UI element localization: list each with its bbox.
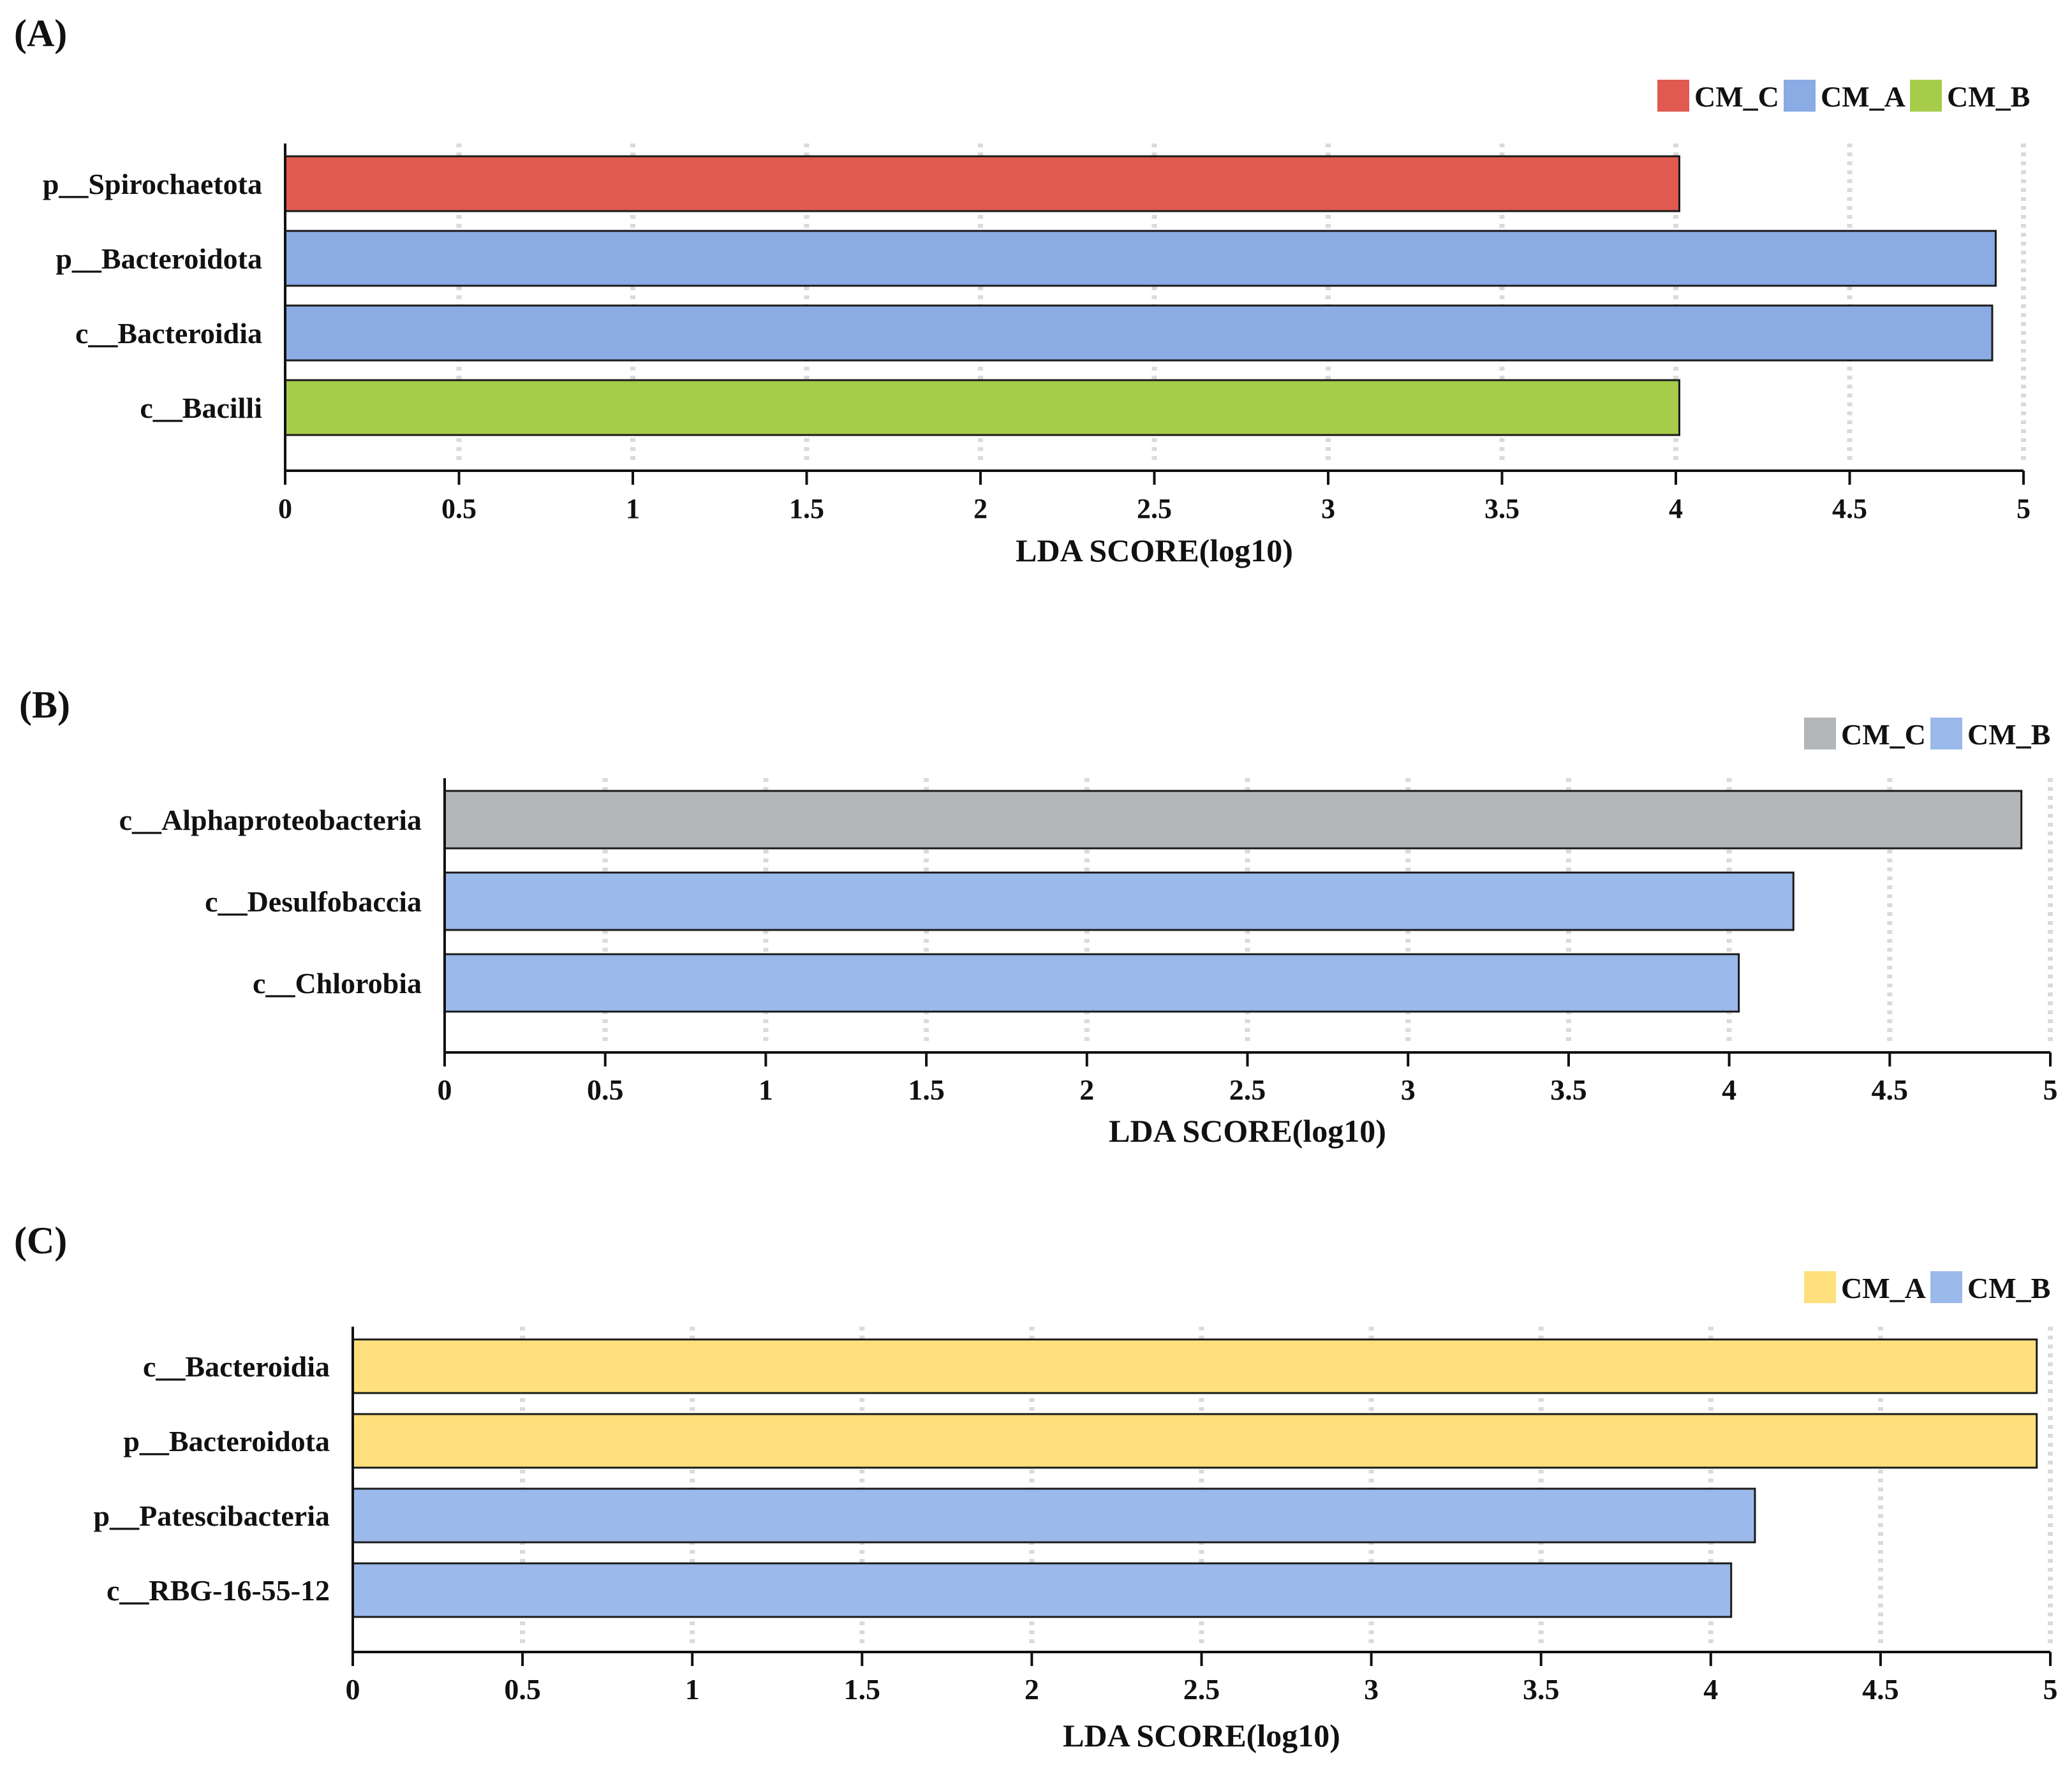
- x-tick-label: 3.5: [1550, 1073, 1587, 1106]
- bar: [352, 1413, 2038, 1469]
- x-tick-label: 4: [1669, 493, 1683, 524]
- panel-label: (A): [14, 12, 67, 54]
- x-tick-label: 1.5: [789, 493, 824, 524]
- x-tick-label: 2.5: [1183, 1673, 1220, 1706]
- bar: [443, 871, 1795, 931]
- x-tick-label: 1.5: [844, 1673, 881, 1706]
- x-tick-label: 3: [1401, 1073, 1416, 1106]
- x-tick-label: 4.5: [1862, 1673, 1899, 1706]
- x-tick-label: 3.5: [1484, 493, 1520, 524]
- legend-label: CM_B: [1967, 718, 2050, 751]
- category-label: p__Spirochaetota: [43, 168, 262, 200]
- panel-3: (C) c__Bacteroidia p__Bacteroidota p__Pates…: [14, 1220, 2058, 1753]
- bar: [352, 1562, 1733, 1618]
- category-label: c__Alphaproteobacteria: [119, 804, 422, 836]
- x-tick-label: 4.5: [1832, 493, 1867, 524]
- x-tick-label: 2: [973, 493, 988, 524]
- x-tick-label: 3.5: [1523, 1673, 1560, 1706]
- legend-swatch: [1930, 1271, 1962, 1303]
- x-tick-label: 5: [2043, 1673, 2058, 1706]
- panel-label: (C): [14, 1220, 67, 1262]
- legend-label: CM_C: [1694, 80, 1779, 113]
- category-label: p__Bacteroidota: [56, 242, 262, 275]
- x-tick-label: 1: [626, 493, 640, 524]
- legend-label: CM_B: [1967, 1272, 2050, 1304]
- legend-swatch: [1804, 718, 1836, 749]
- legend: CM_A CM_B: [1804, 1271, 2050, 1304]
- category-label: p__Bacteroidota: [123, 1425, 330, 1457]
- panel-label: (B): [19, 684, 70, 726]
- category-label: c__Bacilli: [140, 392, 262, 424]
- legend-label: CM_A: [1821, 80, 1906, 113]
- category-label: c__Desulfobaccia: [205, 885, 422, 918]
- x-tick-label: 2.5: [1229, 1073, 1266, 1106]
- bar: [284, 155, 1680, 212]
- x-tick-label: 0.5: [441, 493, 477, 524]
- x-tick-label: 3: [1364, 1673, 1379, 1706]
- legend-swatch: [1657, 80, 1689, 112]
- bar: [284, 230, 1997, 287]
- category-label: c__Bacteroidia: [143, 1350, 330, 1383]
- bar: [284, 304, 1994, 362]
- bar: [352, 1487, 1756, 1544]
- x-tick-label: 2: [1025, 1673, 1039, 1706]
- x-tick-label: 4: [1722, 1073, 1736, 1106]
- legend: CM_C CM_B: [1804, 718, 2050, 751]
- x-axis-title: LDA SCORE(log10): [1016, 533, 1293, 568]
- x-tick-label: 4.5: [1872, 1073, 1909, 1106]
- legend: CM_C CM_A CM_B: [1657, 80, 2030, 113]
- category-label: c__Bacteroidia: [75, 317, 262, 350]
- panel-2: (B) c__Alphaproteobacteria c__Desulfobacci…: [19, 684, 2058, 1149]
- x-tick-label: 0.5: [504, 1673, 541, 1706]
- bar: [443, 790, 2023, 850]
- x-tick-label: 3: [1321, 493, 1335, 524]
- x-tick-label: 0: [438, 1073, 452, 1106]
- legend-swatch: [1804, 1271, 1836, 1303]
- legend-swatch: [1784, 80, 1816, 112]
- x-tick-label: 0: [346, 1673, 360, 1706]
- x-tick-label: 1: [759, 1073, 773, 1106]
- x-tick-label: 4: [1703, 1673, 1718, 1706]
- x-tick-label: 1: [685, 1673, 700, 1706]
- x-tick-label: 2.5: [1137, 493, 1172, 524]
- bar: [284, 379, 1680, 436]
- legend-swatch: [1930, 718, 1962, 749]
- legend-swatch: [1910, 80, 1942, 112]
- category-label: c__RBG-16-55-12: [107, 1574, 330, 1607]
- x-tick-label: 1.5: [908, 1073, 945, 1106]
- x-tick-label: 5: [2043, 1073, 2058, 1106]
- x-tick-label: 2: [1079, 1073, 1094, 1106]
- category-label: p__Patescibacteria: [94, 1500, 330, 1532]
- x-tick-label: 0: [278, 493, 292, 524]
- legend-label: CM_A: [1841, 1272, 1926, 1304]
- x-axis-title: LDA SCORE(log10): [1109, 1113, 1386, 1149]
- x-tick-label: 5: [2017, 493, 2031, 524]
- x-tick-label: 0.5: [587, 1073, 624, 1106]
- x-axis-title: LDA SCORE(log10): [1063, 1718, 1340, 1753]
- legend-label: CM_C: [1841, 718, 1926, 751]
- category-label: c__Chlorobia: [253, 967, 422, 999]
- bar: [443, 953, 1740, 1013]
- panel-1: (A) p__Spirochaetota p__Bacteroidota c__Bac…: [14, 12, 2031, 568]
- bar: [352, 1338, 2038, 1394]
- legend-label: CM_B: [1947, 80, 2030, 113]
